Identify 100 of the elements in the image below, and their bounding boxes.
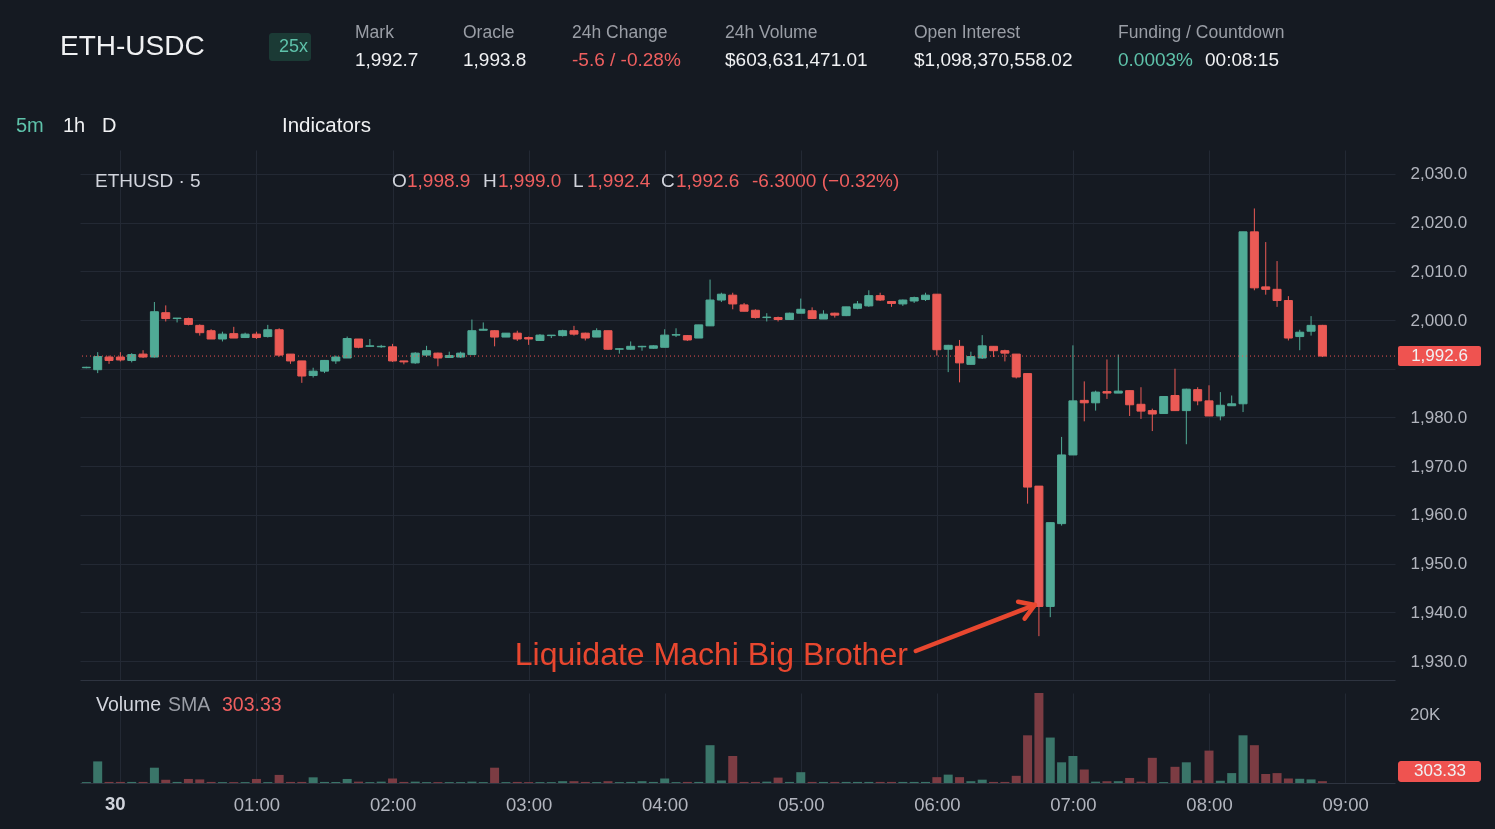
- candlestick: [1079, 380, 1089, 422]
- text: Open Interest: [914, 22, 1021, 42]
- y-tick-label: 2,020.0: [1410, 213, 1468, 233]
- bar: [149, 767, 159, 783]
- annotation: Volume: [96, 693, 162, 715]
- candlestick: [297, 360, 307, 384]
- bar: [728, 756, 738, 783]
- y-tick-label: 1,970.0: [1410, 456, 1468, 476]
- text: -5.6 / -0.28%: [572, 49, 681, 70]
- candlestick: [365, 338, 375, 348]
- x-tick-label: 05:00: [778, 793, 825, 815]
- text: Funding / Countdown: [1118, 22, 1285, 42]
- bar: [1057, 762, 1067, 783]
- candlestick: [1113, 354, 1123, 394]
- candlestick: [1125, 390, 1135, 417]
- candlestick: [342, 336, 352, 359]
- bar: [342, 778, 352, 783]
- candlestick: [467, 319, 477, 356]
- bar: [1011, 775, 1021, 783]
- bar: [705, 745, 715, 783]
- text: 25x: [279, 36, 309, 56]
- x-tick-label: 09:00: [1322, 793, 1369, 815]
- candlestick: [1170, 368, 1180, 412]
- bar: [1227, 773, 1237, 783]
- x-tick-label: 06:00: [914, 793, 961, 815]
- text: 20K: [1410, 705, 1441, 724]
- text: 1,993.8: [463, 49, 527, 70]
- candlestick: [1193, 386, 1203, 406]
- candlestick: [1136, 386, 1146, 420]
- bar: [1193, 780, 1203, 783]
- bar: [716, 780, 726, 783]
- annotation: SMA: [168, 693, 211, 715]
- bar: [1204, 750, 1214, 783]
- bar: [932, 777, 942, 783]
- annotation: 1,999.0: [498, 170, 562, 191]
- candlestick: [1181, 388, 1191, 445]
- bar: [1023, 735, 1033, 783]
- candlestick: [1147, 408, 1157, 432]
- annotation: 303.33: [222, 693, 282, 715]
- x-tick-label: 07:00: [1050, 793, 1097, 815]
- bar: [1170, 766, 1180, 783]
- bar: [195, 779, 205, 783]
- candlestick: [1306, 315, 1316, 337]
- bar: [1079, 769, 1089, 783]
- y-tick-label: 2,010.0: [1410, 261, 1468, 281]
- bar: [796, 772, 806, 783]
- candlestick: [569, 325, 579, 337]
- bar: [1215, 780, 1225, 783]
- bar: [1238, 735, 1248, 783]
- bar: [943, 774, 953, 783]
- candlestick: [671, 327, 681, 338]
- bar: [1295, 778, 1305, 783]
- annotation: -6.3000 (−0.32%): [752, 170, 900, 191]
- bar: [1261, 774, 1271, 783]
- candlestick: [943, 344, 953, 373]
- bar: [955, 777, 965, 783]
- candlestick: [1102, 358, 1112, 400]
- bar: [274, 774, 284, 783]
- x-tick-label: 03:00: [505, 793, 553, 815]
- bar: [1034, 693, 1044, 783]
- candlestick: [603, 330, 613, 351]
- bar: [1045, 737, 1055, 783]
- annotation: 1,998.9: [407, 170, 471, 191]
- text: D: [102, 114, 117, 136]
- text: 0.0003%: [1118, 49, 1194, 70]
- bar: [1147, 757, 1157, 783]
- text: Oracle: [463, 22, 515, 42]
- text: 24h Volume: [725, 22, 818, 42]
- bar: [183, 778, 193, 783]
- bar: [1181, 762, 1191, 783]
- bar: [308, 777, 318, 783]
- bar: [93, 761, 103, 783]
- text: 5m: [16, 114, 44, 136]
- annotation: 1,992.4: [587, 170, 651, 191]
- bar: [773, 777, 783, 783]
- bar: [161, 779, 171, 783]
- y-tick-label: 1,980.0: [1410, 407, 1468, 427]
- bar: [251, 778, 261, 783]
- annotation: C: [661, 170, 675, 191]
- candlestick: [1204, 384, 1214, 417]
- bar: [1272, 773, 1282, 783]
- text: 30: [105, 793, 126, 814]
- text: Indicators: [282, 113, 371, 136]
- bar: [1249, 745, 1259, 783]
- y-tick-label: 1,950.0: [1410, 554, 1468, 574]
- annotation: Liquidate Machi Big Brother: [514, 635, 909, 672]
- candlestick: [1215, 391, 1225, 421]
- candlestick: [93, 351, 103, 374]
- candlestick: [1295, 329, 1305, 351]
- y-tick-label: 1,940.0: [1410, 602, 1468, 622]
- candlestick: [172, 317, 182, 323]
- candlestick: [1272, 260, 1282, 308]
- bar: [1306, 779, 1316, 783]
- annotation: O: [392, 170, 407, 191]
- annotation: ETHUSD · 5: [95, 170, 201, 191]
- bar: [1068, 756, 1078, 783]
- annotation: L: [573, 170, 584, 191]
- text: $1,098,370,558.02: [914, 49, 1073, 70]
- annotation: H: [483, 170, 497, 191]
- x-tick-label: 04:00: [642, 793, 689, 815]
